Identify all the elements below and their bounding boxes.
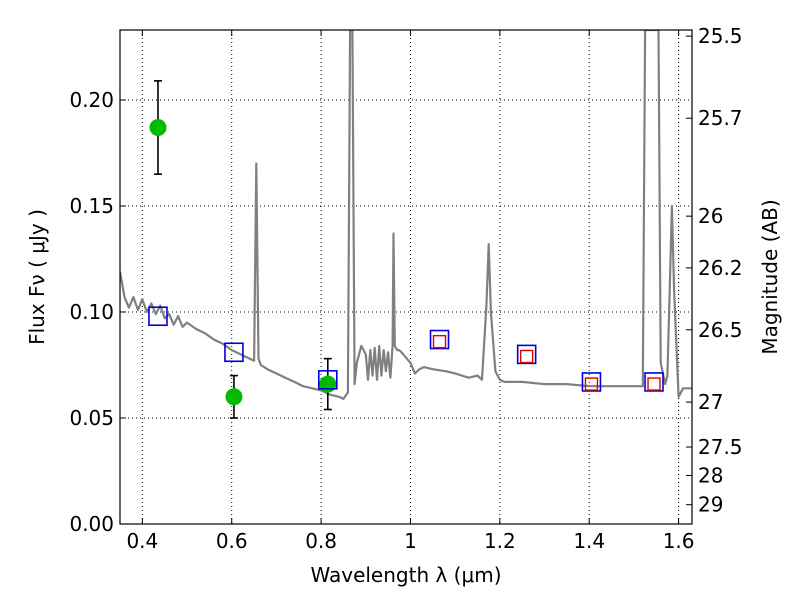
- plot-area: [120, 30, 692, 419]
- model-flux-square-red: [519, 349, 534, 364]
- y2-tick-label: 26.5: [698, 318, 743, 342]
- y2-tick-label: 27.5: [698, 435, 743, 459]
- model-flux-square: [224, 342, 244, 363]
- y-tick-label: 0.05: [69, 406, 114, 430]
- y-tick-label: 0.10: [69, 300, 114, 324]
- y-tick-label: 0.20: [69, 88, 114, 112]
- y2-axis-label: Magnitude (AB): [758, 199, 782, 354]
- y2-tick-label: 29: [698, 493, 723, 517]
- x-tick-label: 0.6: [216, 529, 248, 553]
- y-tick-label: 0.00: [69, 512, 114, 536]
- y2-axis: 25.5 25.7 26 26.2 26.5 27 27.5 28 29: [686, 24, 743, 517]
- x-tick-label: 0.8: [305, 529, 337, 553]
- model-flux-square-red: [647, 377, 661, 391]
- y2-tick-label: 26: [698, 204, 723, 228]
- photometry-point: [319, 375, 337, 393]
- y-axis: 0.00 0.05 0.10 0.15 0.20: [69, 88, 126, 536]
- series-layer: [120, 30, 692, 419]
- x-axis-label: Wavelength λ (μm): [310, 563, 501, 587]
- y2-tick-label: 25.7: [698, 106, 743, 130]
- model-flux-square-red: [584, 377, 599, 391]
- x-tick-label: 1.4: [573, 529, 605, 553]
- y2-tick-label: 26.2: [698, 256, 743, 280]
- x-tick-label: 0.4: [126, 529, 158, 553]
- model-spectrum-line: [120, 30, 692, 400]
- plot-frame: [119, 29, 693, 525]
- model-flux-square: [317, 370, 338, 390]
- y2-tick-label: 27: [698, 390, 723, 414]
- photometry-point: [225, 388, 243, 406]
- model-flux-square: [148, 306, 168, 327]
- model-flux-square: [644, 372, 664, 392]
- y2-tick-label: 28: [698, 463, 723, 487]
- y2-tick-label: 25.5: [698, 24, 743, 48]
- photometry-point: [149, 119, 167, 137]
- y-tick-label: 0.15: [69, 194, 114, 218]
- x-axis: 0.4 0.6 0.8 1 1.2 1.4 1.6: [126, 30, 695, 553]
- model-flux-square: [429, 329, 450, 350]
- model-flux-square: [516, 344, 537, 365]
- y-axis-label: Flux Fν ( μJy ): [25, 209, 49, 345]
- model-flux-square: [581, 372, 602, 392]
- x-tick-label: 1: [404, 529, 417, 553]
- x-tick-label: 1.6: [663, 529, 695, 553]
- x-tick-label: 1.2: [484, 529, 516, 553]
- plot-background: [120, 30, 692, 524]
- model-flux-square-red: [432, 334, 447, 349]
